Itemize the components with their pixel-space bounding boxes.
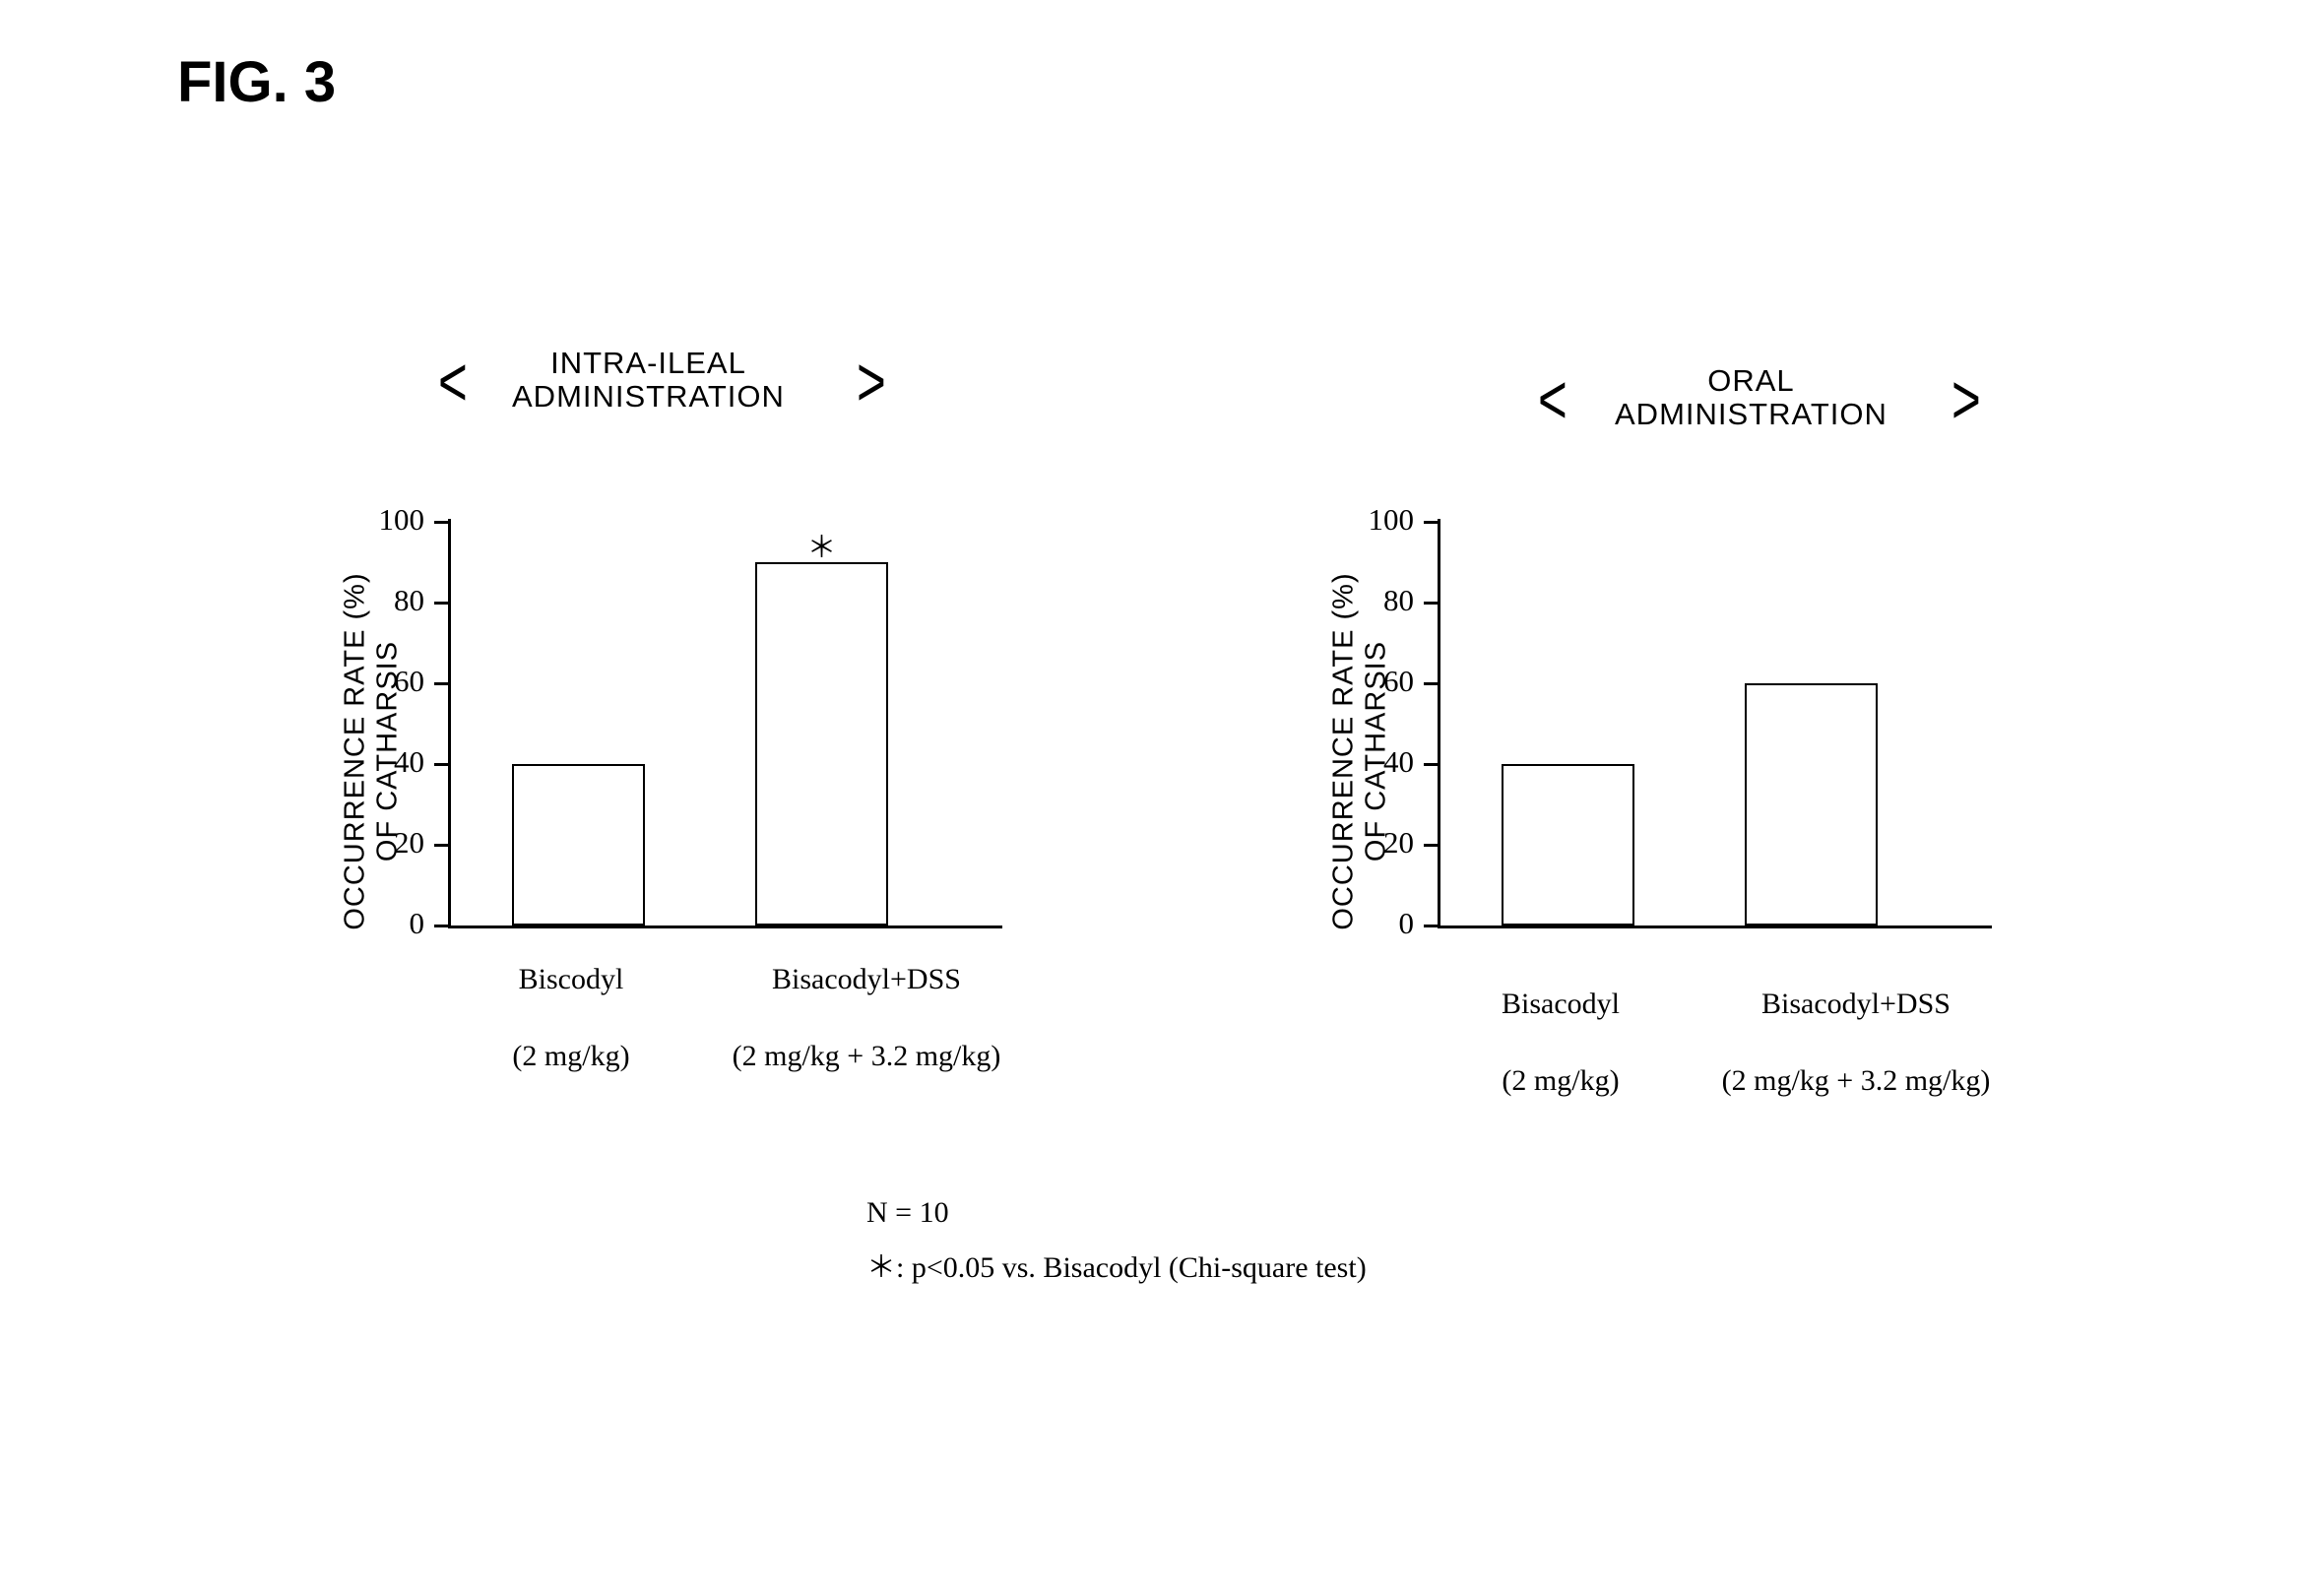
x-category-label: Bisacodyl+DSS (2 mg/kg + 3.2 mg/kg) bbox=[1679, 985, 2033, 1100]
y-tick-mark bbox=[434, 602, 448, 605]
y-tick-label: 0 bbox=[351, 906, 424, 941]
y-tick-mark bbox=[1424, 521, 1438, 524]
panel-title: ORALADMINISTRATION bbox=[1615, 364, 1887, 431]
y-tick-label: 100 bbox=[1340, 502, 1414, 538]
footnote-line: ＊: p<0.05 vs. Bisacodyl (Chi-square test… bbox=[866, 1243, 1367, 1286]
y-tick-label: 40 bbox=[1340, 744, 1414, 780]
panel-title-line2: ADMINISTRATION bbox=[512, 379, 785, 414]
significance-marker: ＊ bbox=[755, 523, 888, 566]
y-tick-label: 60 bbox=[1340, 664, 1414, 699]
x-category-label: Bisacodyl+DSS (2 mg/kg + 3.2 mg/kg) bbox=[689, 960, 1044, 1075]
y-tick-mark bbox=[1424, 763, 1438, 766]
chart-bar bbox=[755, 562, 888, 926]
y-tick-label: 40 bbox=[351, 744, 424, 780]
y-tick-mark bbox=[434, 925, 448, 927]
y-tick-mark bbox=[434, 844, 448, 847]
figure-title: FIG. 3 bbox=[177, 49, 336, 115]
panel-title-line2: ADMINISTRATION bbox=[1615, 397, 1887, 431]
y-tick-label: 0 bbox=[1340, 906, 1414, 941]
y-axis-cap bbox=[1438, 519, 1440, 522]
x-cat-line2: (2 mg/kg + 3.2 mg/kg) bbox=[733, 1040, 1001, 1072]
panel-title: INTRA-ILEALADMINISTRATION bbox=[512, 347, 785, 414]
panel-title-line1: INTRA-ILEAL bbox=[550, 346, 746, 380]
chart-bar bbox=[1502, 764, 1634, 926]
bracket-left-icon: < bbox=[1538, 358, 1567, 440]
chart-bar bbox=[1745, 683, 1878, 926]
y-tick-mark bbox=[434, 763, 448, 766]
x-cat-line1: Bisacodyl+DSS bbox=[1761, 988, 1951, 1020]
bracket-left-icon: < bbox=[438, 341, 468, 422]
x-category-label: Bisacodyl (2 mg/kg) bbox=[1442, 985, 1679, 1100]
bracket-right-icon: > bbox=[857, 341, 886, 422]
y-tick-label: 20 bbox=[1340, 825, 1414, 861]
y-axis-cap bbox=[448, 519, 451, 522]
x-cat-line2: (2 mg/kg) bbox=[1502, 1064, 1619, 1097]
y-tick-mark bbox=[1424, 844, 1438, 847]
y-tick-mark bbox=[1424, 925, 1438, 927]
panel-title-line1: ORAL bbox=[1707, 363, 1794, 398]
footnote-line: N = 10 bbox=[866, 1196, 949, 1230]
x-cat-line2: (2 mg/kg + 3.2 mg/kg) bbox=[1722, 1064, 1991, 1097]
x-cat-line1: Bisacodyl bbox=[1502, 988, 1620, 1020]
y-tick-label: 60 bbox=[351, 664, 424, 699]
chart-bar bbox=[512, 764, 645, 926]
y-tick-mark bbox=[1424, 682, 1438, 685]
y-tick-mark bbox=[1424, 602, 1438, 605]
x-cat-line2: (2 mg/kg) bbox=[512, 1040, 629, 1072]
bracket-right-icon: > bbox=[1951, 358, 1981, 440]
y-tick-mark bbox=[434, 521, 448, 524]
y-tick-label: 20 bbox=[351, 825, 424, 861]
y-tick-mark bbox=[434, 682, 448, 685]
x-category-label: Biscodyl (2 mg/kg) bbox=[453, 960, 689, 1075]
y-tick-label: 80 bbox=[1340, 583, 1414, 618]
x-cat-line1: Bisacodyl+DSS bbox=[772, 963, 961, 995]
x-cat-line1: Biscodyl bbox=[519, 963, 624, 995]
y-tick-label: 80 bbox=[351, 583, 424, 618]
y-tick-label: 100 bbox=[351, 502, 424, 538]
